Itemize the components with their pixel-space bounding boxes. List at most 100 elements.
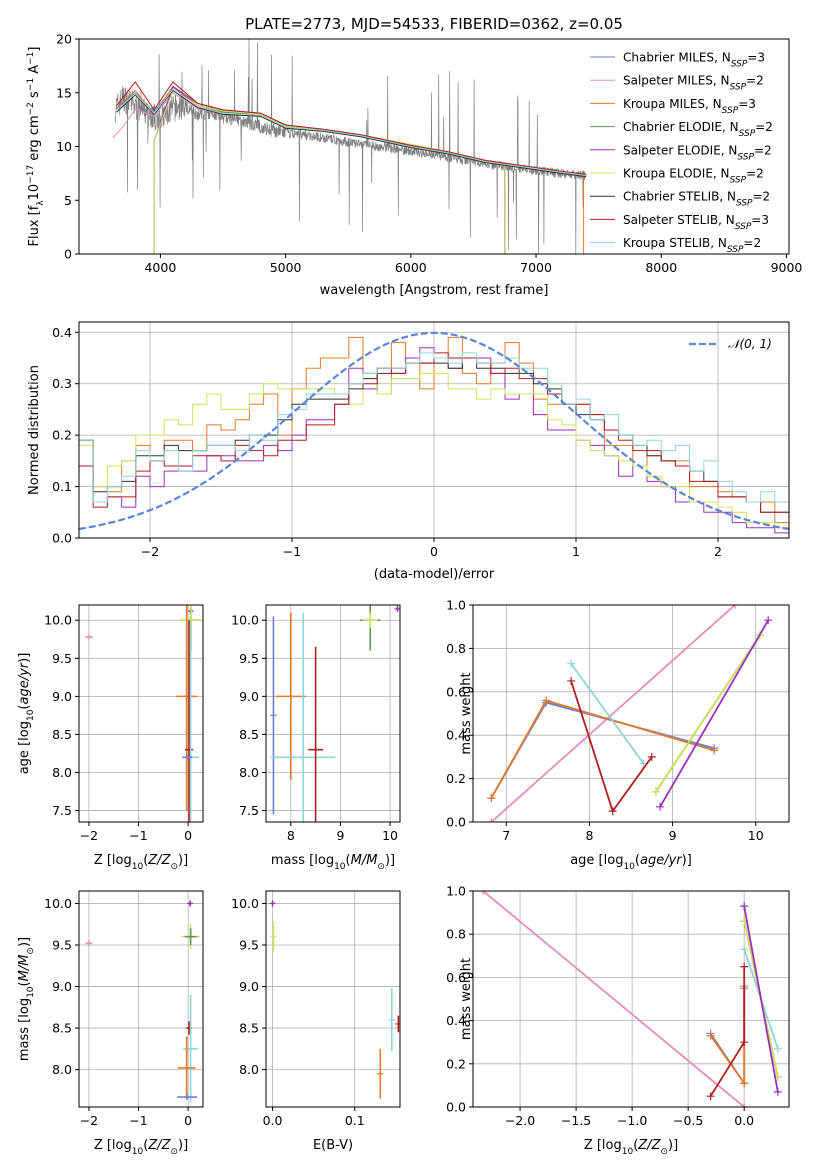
x-tick-label: 8000 <box>645 260 677 275</box>
y-tick-label: 9.0 <box>52 689 72 704</box>
model-kroupa-stelib <box>116 88 587 176</box>
panel-1-axes: −2 −1 0 1 2 0.0 0.1 0.2 0.3 0.4 <box>52 322 789 559</box>
y-tick-label: 8.5 <box>239 1021 259 1036</box>
massweight-marker <box>740 945 749 954</box>
point-kroupa-miles <box>183 1064 190 1071</box>
age-ylabel-part: ( <box>17 705 32 710</box>
ebv-xlabel: E(B-V) <box>313 1138 353 1153</box>
panel-4-frame <box>472 604 790 823</box>
mass-ylabel-part: ⊙ <box>26 947 36 955</box>
x-tick-label: 0 <box>184 828 192 843</box>
panel-4-plot <box>487 605 773 822</box>
age-xlabel-part: age/yr <box>640 853 683 868</box>
massweight-marker <box>487 794 496 803</box>
y-tick-label: 10.0 <box>44 613 72 628</box>
point-kroupa-stelib <box>187 1045 194 1052</box>
legend-label-salpeter-elodie: Salpeter ELODIE, NSSP=2 <box>623 143 772 162</box>
panel-0-frame <box>78 38 790 255</box>
massweight-kroupa-elodie <box>655 634 761 793</box>
legend-text: Salpeter ELODIE, N <box>623 143 737 157</box>
y-tick-label: 8.5 <box>52 727 72 742</box>
x-tick-label: 8 <box>585 828 593 843</box>
metallicity-xlabel-3-part: Z/Z <box>637 1138 661 1153</box>
legend-text: =2 <box>746 74 764 88</box>
y-tick-label: 20 <box>56 32 72 47</box>
massweight-marker <box>773 1044 782 1053</box>
spectrum-ylabel-part: 10 <box>27 184 42 201</box>
spectrum-ylabel-part: erg cm <box>27 115 42 164</box>
x-tick-label: −2 <box>141 544 159 559</box>
massweight-marker <box>656 802 665 811</box>
x-tick-label: 2 <box>714 544 722 559</box>
y-tick-label: 9.5 <box>52 651 72 666</box>
panel-2-plot <box>84 605 202 822</box>
massweight-marker <box>740 1038 749 1047</box>
y-tick-label: 15 <box>56 85 72 100</box>
massweight-ylabel-1: mass weight <box>459 672 474 754</box>
metallicity-xlabel-1-part: ⊙ <box>170 862 178 872</box>
x-tick-label: 7 <box>502 828 510 843</box>
legend-text: Kroupa STELIB, N <box>623 236 727 250</box>
massweight-marker <box>773 1087 782 1096</box>
legend-sub: SSP <box>737 152 754 162</box>
massweight-marker <box>730 605 739 609</box>
histogram-kroupa-elodie <box>79 372 789 529</box>
metallicity-xlabel-1-part: ( <box>143 853 148 868</box>
panel-6-frame <box>265 890 401 1108</box>
mass-xlabel-part: )] <box>385 853 395 868</box>
point-chabrier-miles <box>270 712 277 719</box>
panel-0-axes: 4000 5000 6000 7000 8000 9000 0 5 10 15 20 <box>56 32 802 276</box>
y-tick-label: 10 <box>56 139 72 154</box>
point-kroupa-miles <box>287 693 294 700</box>
x-tick-label: −1.5 <box>561 1113 591 1128</box>
metallicity-xlabel-2: Z [log10(Z/Z⊙)] <box>94 1138 188 1157</box>
legend-text: Chabrier ELODIE, N <box>623 120 739 134</box>
y-tick-label: 7.5 <box>239 803 259 818</box>
y-tick-label: 0.6 <box>446 684 466 699</box>
x-tick-label: 10 <box>748 828 764 843</box>
massweight-marker <box>479 891 488 895</box>
spectrum-ylabel-part: −2 <box>26 102 36 115</box>
spectrum-ylabel-part: A <box>27 65 42 78</box>
metallicity-xlabel-3-part: )] <box>668 1138 678 1153</box>
y-tick-label: 0.4 <box>52 325 72 340</box>
panel-7-plot <box>479 891 782 1107</box>
point-salpeter-miles <box>85 633 92 640</box>
y-tick-label: 0.2 <box>446 1056 466 1071</box>
legend-text: =3 <box>751 213 769 227</box>
x-tick-label: 7000 <box>520 260 552 275</box>
point-salpeter-elodie <box>187 900 194 907</box>
y-tick-label: 9.0 <box>52 979 72 994</box>
legend-text: Kroupa MILES, N <box>623 97 722 111</box>
age-ylabel-part: age [log <box>17 721 32 774</box>
metallicity-xlabel-2-part: ( <box>143 1138 148 1153</box>
x-tick-label: −1 <box>129 1113 147 1128</box>
metallicity-xlabel-1-part: Z [log <box>94 853 132 868</box>
x-tick-label: 5000 <box>270 260 302 275</box>
legend-text: =2 <box>754 143 772 157</box>
age-xlabel-part: ( <box>635 853 640 868</box>
massweight-marker <box>706 1031 715 1040</box>
panel-5-axes: −2 −1 0 8.0 8.5 9.0 9.5 10.0 <box>44 891 203 1128</box>
panel-1-plot <box>79 331 789 534</box>
massweight-salpeter-miles <box>490 605 736 822</box>
mass-ylabel-part: mass [log <box>17 998 32 1061</box>
legend-label-kroupa-elodie: Kroupa ELODIE, NSSP=2 <box>623 167 764 186</box>
legend-text: =2 <box>753 190 771 204</box>
y-tick-label: 0.3 <box>52 376 72 391</box>
massweight-salpeter-miles <box>482 891 745 1107</box>
y-tick-label: 0.2 <box>446 771 466 786</box>
legend-text: Chabrier STELIB, N <box>623 190 736 204</box>
spectrum-ylabel-part: ] <box>27 47 42 52</box>
x-tick-label: 0 <box>430 544 438 559</box>
legend-text: Salpeter MILES, N <box>623 74 730 88</box>
legend-text: Salpeter STELIB, N <box>623 213 735 227</box>
point-salpeter-stelib <box>395 1020 400 1027</box>
legend-sub: SSP <box>731 60 748 70</box>
mass-ylabel-part: )] <box>17 937 32 947</box>
metallicity-xlabel-3-part: ( <box>633 1138 638 1153</box>
mass-xlabel: mass [log10(M/M⊙)] <box>271 853 395 872</box>
legend-label-chabrier-stelib: Chabrier STELIB, NSSP=2 <box>623 190 770 209</box>
